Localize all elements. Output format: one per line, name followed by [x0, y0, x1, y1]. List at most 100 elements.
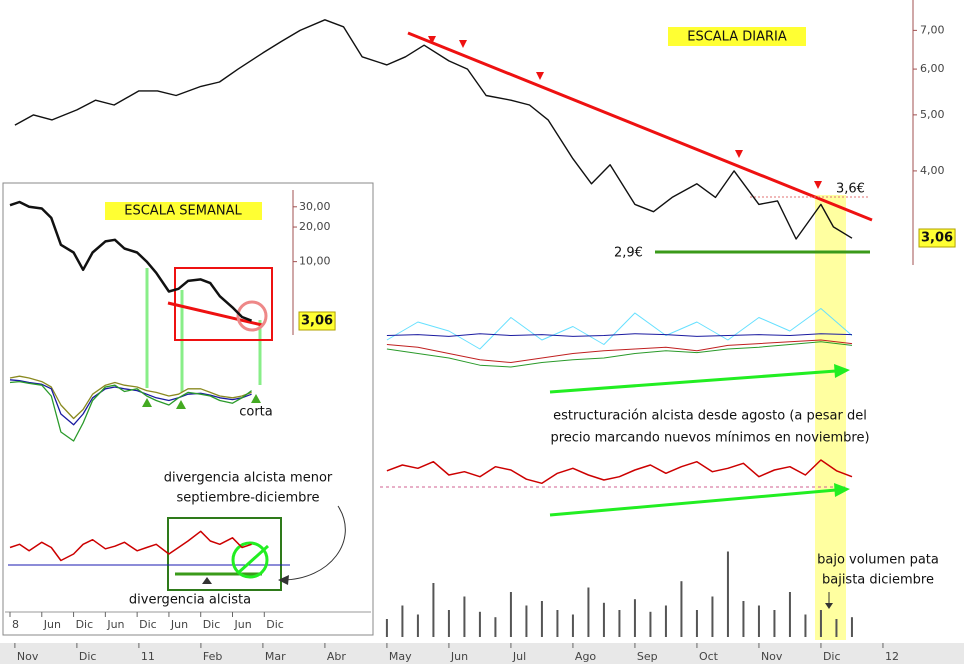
x-tick-label: 12: [885, 650, 899, 663]
y-tick-label: 30,00: [299, 200, 331, 213]
curved-arrow-head: [278, 575, 289, 585]
y-tick-label: 6,00: [920, 62, 945, 75]
line: [9, 375, 252, 420]
bar: [850, 617, 853, 637]
x-tick-label: 11: [141, 650, 155, 663]
label-box: [918, 228, 956, 248]
annotation: 2,9€: [614, 246, 643, 261]
x-tick-label: Dic: [79, 650, 97, 663]
bar: [773, 610, 776, 637]
arrow-head: [825, 603, 833, 609]
x-tick-label: Jul: [512, 650, 526, 663]
x-tick-label: Jun: [234, 618, 252, 631]
bar: [742, 601, 745, 637]
bar: [401, 605, 404, 637]
bar: [633, 599, 636, 637]
bar: [835, 619, 838, 637]
x-tick-label: Dic: [139, 618, 157, 631]
bar: [711, 596, 714, 637]
x-axis-bar: [0, 643, 964, 664]
annotation: 3,6€: [836, 182, 865, 197]
inset-title: ESCALA SEMANAL: [124, 204, 242, 219]
line: [9, 530, 252, 562]
x-tick-label: Jun: [43, 618, 61, 631]
highlight: [815, 195, 846, 640]
bar: [509, 592, 512, 637]
title-box: [668, 27, 806, 46]
annotation: divergencia alcista menor: [164, 471, 333, 486]
bar: [587, 587, 590, 637]
bar: [649, 611, 652, 637]
bar: [416, 614, 419, 637]
y-tick-label: 10,00: [299, 255, 331, 268]
line: [386, 308, 853, 350]
y-tick-label: 20,00: [299, 220, 331, 233]
x-tick-label: Oct: [699, 650, 719, 663]
annotation: bajista diciembre: [822, 573, 934, 588]
bar: [525, 605, 528, 637]
bar: [571, 614, 574, 637]
x-tick-label: Dic: [203, 618, 221, 631]
bar: [602, 602, 605, 637]
x-tick-label: Ago: [575, 650, 597, 663]
line: [386, 341, 853, 368]
bar: [726, 551, 729, 637]
x-tick-label: May: [389, 650, 412, 663]
trend-line: [407, 31, 873, 222]
divergence-slash: [236, 544, 270, 575]
bar: [680, 581, 683, 637]
inset: ESCALA SEMANAL 10,00 20,00 30,00 8 Jun Dic Jun…: [2, 182, 374, 636]
bar: [819, 610, 822, 637]
y-tick-label: 7,00: [920, 23, 945, 36]
bar: [432, 583, 435, 637]
line: [386, 459, 853, 485]
bar: [788, 592, 791, 637]
label-box: [298, 311, 336, 331]
y-tick-label: 5,00: [920, 108, 945, 121]
inset-trend: [167, 301, 263, 327]
inset-circle: [236, 300, 268, 332]
x-tick-label: 8: [12, 618, 19, 631]
bar: [618, 610, 621, 637]
annotation: corta: [239, 405, 273, 420]
x-tick-label: Jun: [450, 650, 468, 663]
x-tick-label: Mar: [265, 650, 286, 663]
x-tick-label: Nov: [761, 650, 783, 663]
annotation: precio marcando nuevos mínimos en noviem…: [550, 431, 869, 446]
x-tick-label: Jun: [170, 618, 188, 631]
bar: [463, 596, 466, 637]
annotation: bajo volumen pata: [817, 553, 939, 568]
x-tick-label: Sep: [637, 650, 658, 663]
arrow-head: [202, 577, 212, 584]
line: [386, 333, 853, 337]
bar: [494, 617, 497, 637]
markers: [428, 36, 822, 189]
chart-title: ESCALA DIARIA: [687, 30, 787, 45]
inset-box: [174, 267, 273, 341]
x-tick-label: Abr: [327, 650, 347, 663]
x-tick-label: Dic: [266, 618, 284, 631]
annotation: 3,06: [301, 314, 333, 329]
inset-title-box: [105, 202, 262, 220]
bar: [757, 605, 760, 637]
inset-arrows: [142, 394, 261, 409]
bar: [478, 611, 481, 637]
line: [9, 200, 253, 322]
x-tick-label: Nov: [17, 650, 39, 663]
bar: [695, 610, 698, 637]
x-tick-label: Dic: [76, 618, 94, 631]
curved-arrow: [281, 505, 346, 581]
divergence-circle: [231, 541, 269, 579]
annotation: estructuración alcista desde agosto (a p…: [553, 409, 867, 424]
x-tick-label: Jun: [106, 618, 124, 631]
bar: [664, 605, 667, 637]
annotation: septiembre-diciembre: [177, 491, 320, 506]
x-tick-label: Feb: [203, 650, 222, 663]
bar: [447, 610, 450, 637]
bar: [385, 619, 388, 637]
line: [9, 380, 252, 442]
annotation: divergencia alcista: [129, 593, 251, 608]
line: [14, 19, 853, 240]
annotation: 3,06: [921, 231, 953, 246]
